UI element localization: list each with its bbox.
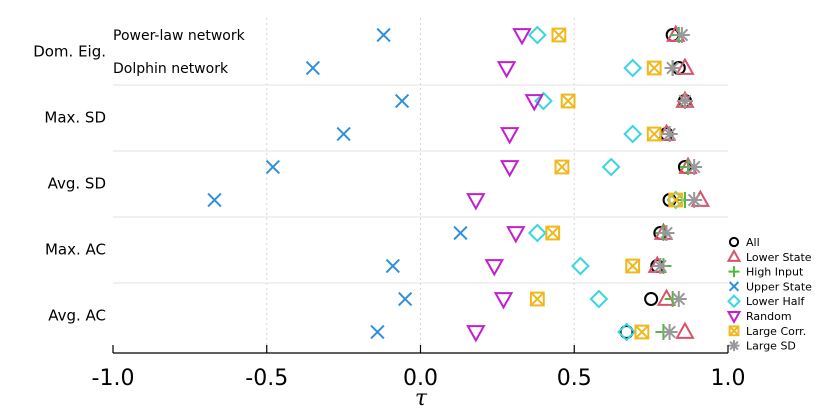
point-random-dolphin: [484, 259, 505, 277]
legend-label-upper-state: Upper State: [746, 280, 812, 293]
legend-marker-large-sd: [728, 340, 740, 352]
legend-marker-upper-state: [728, 281, 740, 292]
point-lower-half-dolphin: [570, 256, 590, 276]
point-upper-state-powerlaw: [453, 225, 468, 241]
point-large-sd-dolphin: [661, 126, 678, 142]
point-random-powerlaw: [493, 292, 514, 310]
point-large-corr-dolphin: [646, 60, 662, 76]
legend-label-all: All: [746, 236, 760, 249]
point-large-sd-powerlaw: [673, 27, 690, 43]
point-upper-state-powerlaw: [265, 159, 281, 175]
point-lower-half-powerlaw: [601, 157, 621, 177]
point-large-sd-dolphin: [661, 324, 678, 340]
point-large-sd-dolphin: [652, 258, 669, 274]
point-large-corr-powerlaw: [554, 159, 570, 175]
point-large-corr-dolphin: [668, 192, 684, 208]
network-label-powerlaw: Power-law network: [113, 28, 246, 44]
point-upper-state-dolphin: [305, 60, 320, 76]
point-lower-half-dolphin: [623, 58, 643, 78]
point-random-dolphin: [466, 325, 486, 343]
point-lower-half-powerlaw: [527, 25, 547, 45]
legend-label-large-corr: Large Corr.: [746, 325, 806, 338]
point-large-sd-powerlaw: [676, 93, 693, 109]
point-lower-half-dolphin: [623, 124, 643, 144]
point-large-corr-powerlaw: [529, 291, 545, 307]
x-tick-label: -0.5: [245, 366, 288, 391]
legend-marker-lower-state: [726, 248, 742, 262]
legend-label-large-sd: Large SD: [746, 340, 796, 353]
row-labels: Dom. Eig. Max. SD Avg. SD Max. AC Avg. AC: [33, 43, 106, 325]
data-markers: [207, 24, 711, 343]
legend-marker-large-corr: [728, 325, 740, 337]
point-upper-state-powerlaw: [376, 27, 391, 43]
point-upper-state-dolphin: [207, 192, 222, 208]
legend-marker-lower-half: [727, 294, 741, 309]
x-tick-label: 0.0: [403, 366, 438, 391]
point-lower-state-dolphin: [675, 57, 695, 75]
row-label: Avg. AC: [48, 307, 106, 325]
point-large-corr-powerlaw: [545, 225, 561, 241]
x-axis: -1.0 -0.5 0.0 0.5 1.0: [92, 345, 746, 391]
point-lower-half-powerlaw: [589, 289, 609, 309]
point-large-sd-powerlaw: [686, 159, 703, 175]
point-upper-state-dolphin: [336, 126, 351, 142]
point-large-sd-powerlaw: [658, 225, 675, 241]
x-axis-label: τ: [415, 386, 428, 411]
point-lower-state-dolphin: [675, 321, 695, 339]
legend-marker-random: [726, 310, 742, 324]
row-label: Max. SD: [44, 109, 106, 127]
row-label: Avg. SD: [48, 175, 106, 193]
point-all-powerlaw: [644, 292, 659, 306]
point-large-corr-dolphin: [625, 258, 641, 274]
x-tick-label: -1.0: [92, 366, 135, 391]
point-upper-state-powerlaw: [394, 93, 410, 109]
point-upper-state-dolphin: [370, 324, 385, 340]
legend-label-high-input: High Input: [746, 266, 804, 279]
point-random-powerlaw: [524, 94, 544, 112]
row-label: Dom. Eig.: [33, 43, 106, 61]
point-upper-state-powerlaw: [398, 291, 413, 307]
x-tick-label: 1.0: [711, 366, 746, 391]
point-large-sd-dolphin: [664, 60, 681, 76]
point-lower-half-powerlaw: [527, 223, 547, 243]
legend-marker-high-input: [728, 266, 740, 278]
point-random-powerlaw: [512, 28, 532, 46]
point-lower-half-dolphin: [617, 322, 636, 342]
point-lower-half-dolphin: [666, 190, 686, 210]
point-random-dolphin: [499, 127, 520, 145]
point-random-powerlaw: [499, 160, 520, 178]
point-large-sd-powerlaw: [670, 291, 687, 307]
point-random-dolphin: [496, 61, 517, 79]
row-label: Max. AC: [45, 241, 106, 259]
legend-marker-all: [728, 236, 740, 248]
network-label-dolphin: Dolphin network: [113, 61, 229, 77]
point-upper-state-dolphin: [385, 258, 400, 274]
point-large-corr-dolphin: [634, 324, 650, 340]
point-lower-state-powerlaw: [656, 288, 677, 306]
legend-label-random: Random: [746, 310, 792, 323]
x-tick-label: 0.5: [557, 366, 592, 391]
grid-layer: [113, 18, 728, 348]
point-lower-half-powerlaw: [534, 91, 553, 111]
point-all-dolphin: [619, 325, 634, 339]
legend-label-lower-half: Lower Half: [746, 295, 806, 308]
point-large-corr-powerlaw: [560, 93, 576, 109]
point-large-sd-dolphin: [686, 192, 703, 208]
point-large-corr-powerlaw: [551, 27, 567, 43]
legend-label-lower-state: Lower State: [746, 251, 812, 264]
point-large-corr-dolphin: [646, 126, 662, 142]
point-random-powerlaw: [506, 226, 526, 244]
point-random-dolphin: [466, 193, 486, 211]
